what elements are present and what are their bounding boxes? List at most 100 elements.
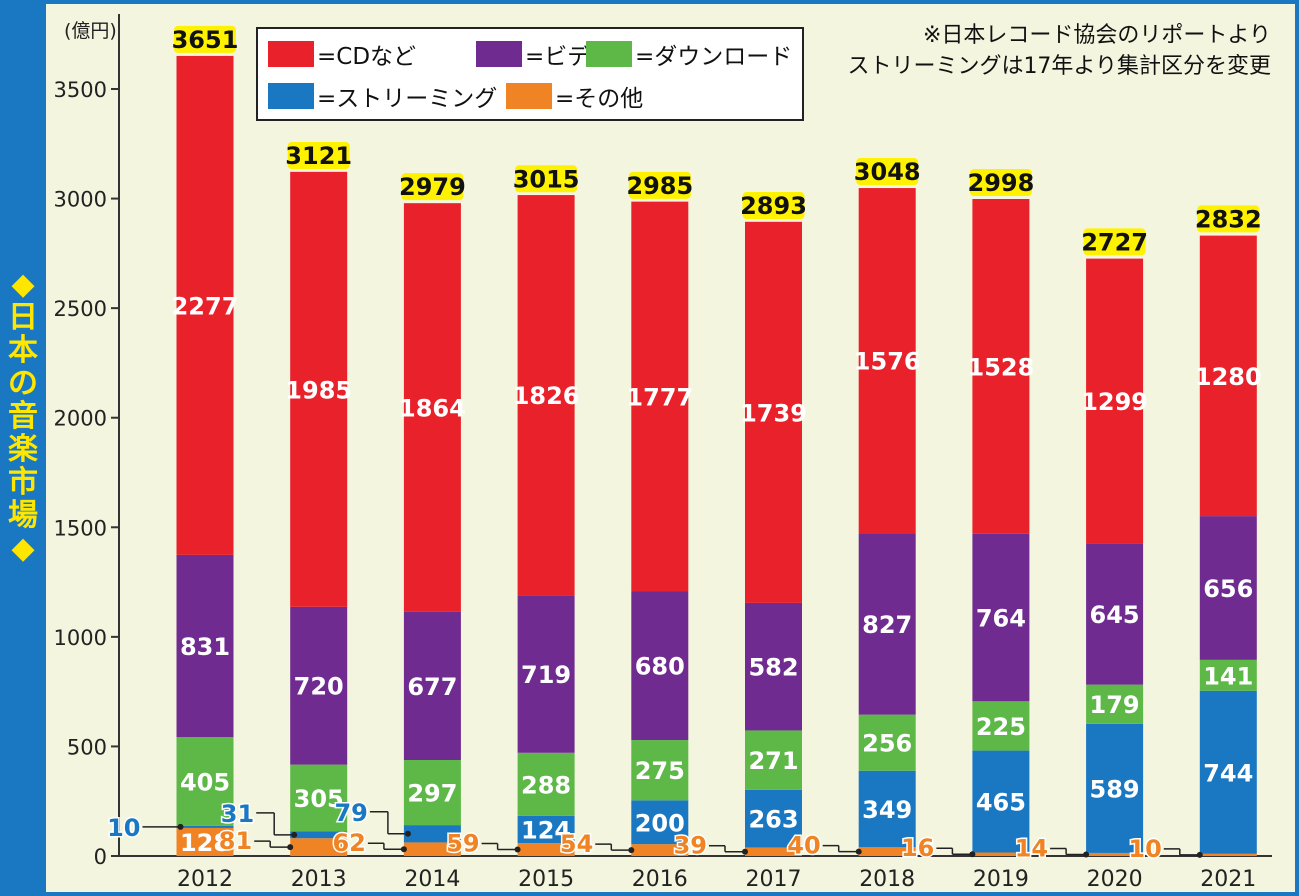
- total-label-bg: [287, 142, 350, 170]
- bar-value-label: 349: [862, 796, 912, 824]
- bar-value-label: 1864: [399, 394, 466, 422]
- bar-segment-other: [1086, 852, 1144, 856]
- other-value-label: 40: [787, 832, 820, 860]
- bar-value-label: 305: [294, 785, 344, 813]
- x-tick-label: 2012: [177, 867, 233, 892]
- leader-dot: [404, 830, 411, 837]
- total-label: 2893: [740, 192, 807, 220]
- bar-segment-cd: [403, 203, 461, 612]
- bar-segment-video: [972, 533, 1030, 702]
- bar-segment-video: [1199, 516, 1257, 660]
- bar-segment-other: [517, 843, 575, 856]
- bar-segment-other: [972, 852, 1030, 856]
- bar-value-label: 589: [1090, 775, 1140, 803]
- total-label-bg: [174, 25, 236, 53]
- leader-dot: [855, 848, 862, 855]
- total-label: 3048: [854, 158, 921, 186]
- bar-segment-video: [1086, 543, 1144, 685]
- legend-item-streaming: =ストリーミング: [268, 81, 497, 112]
- leader-dot: [1083, 851, 1090, 858]
- y-tick-label: 2000: [54, 407, 107, 431]
- bar-segment-cd: [745, 221, 802, 603]
- streaming-value-label: 31: [221, 800, 254, 828]
- y-tick-label: 500: [67, 735, 107, 759]
- bar-segment-other: [403, 842, 461, 856]
- bar-segment-streaming: [1086, 723, 1144, 853]
- bar-value-label: 124: [521, 816, 571, 844]
- legend-item-cd: =CDなど: [268, 39, 417, 70]
- bar-value-label: 271: [748, 747, 798, 775]
- bar-segment-download: [745, 730, 802, 790]
- bar-segment-download: [176, 737, 234, 826]
- legend-label-download: =ダウンロード: [635, 44, 793, 70]
- y-tick-label: 3000: [54, 188, 107, 212]
- bar-value-label: 288: [521, 771, 571, 799]
- bar-value-label: 1299: [1081, 388, 1148, 416]
- other-value-label: 16: [901, 834, 934, 862]
- bar-segment-cd: [972, 199, 1030, 534]
- x-tick-label: 2021: [1200, 867, 1256, 892]
- bar-value-label: 200: [635, 809, 685, 837]
- bar-value-label: 720: [294, 673, 344, 701]
- bar-segment-other: [290, 838, 348, 856]
- other-value-label: 54: [560, 830, 593, 858]
- bar-value-label: 827: [862, 611, 912, 639]
- legend-swatch-download: [586, 41, 632, 67]
- bar-value-label: 1985: [285, 376, 352, 404]
- leader-dot: [628, 847, 635, 854]
- bar-value-label: 1739: [740, 399, 807, 427]
- total-label: 3015: [513, 165, 580, 193]
- bar-value-label: 744: [1203, 759, 1253, 787]
- bar-segment-other: [745, 847, 802, 856]
- source-note-line-2: ストリーミングは17年より集計区分を変更: [847, 54, 1271, 79]
- bar-value-label: 1826: [513, 382, 580, 410]
- bar-segment-video: [858, 533, 916, 715]
- bar-segment-streaming: [1199, 690, 1257, 854]
- bar-segment-download: [1199, 659, 1257, 691]
- bar-value-label: 582: [748, 654, 798, 682]
- total-label-bg: [969, 169, 1032, 197]
- bar-segment-download: [403, 760, 461, 826]
- bar-segment-streaming: [745, 789, 802, 848]
- x-tick-label: 2016: [632, 867, 688, 892]
- leader-dot: [742, 848, 748, 855]
- bar-segment-video: [517, 595, 575, 753]
- bar-segment-download: [858, 714, 916, 771]
- bar-segment-cd: [517, 195, 575, 596]
- y-tick-label: 1500: [54, 516, 107, 540]
- leader-dot: [514, 846, 521, 853]
- total-label-bg: [515, 165, 578, 193]
- bar-value-label: 1777: [626, 383, 693, 411]
- total-label-bg: [628, 171, 691, 199]
- bar-value-label: 465: [976, 789, 1026, 817]
- bar-segment-download: [290, 764, 348, 832]
- bar-segment-cd: [631, 201, 689, 592]
- bar-segment-streaming: [972, 750, 1030, 853]
- source-note-line-1: ※日本レコード協会のリポートより: [923, 23, 1271, 48]
- x-tick-label: 2014: [404, 867, 460, 892]
- y-tick-label: 2500: [54, 297, 107, 321]
- y-axis-unit: (億円): [64, 20, 117, 42]
- total-label: 3121: [285, 142, 352, 170]
- bar-segment-download: [1086, 684, 1144, 724]
- total-label: 2832: [1195, 205, 1262, 233]
- bar-value-label: 225: [976, 713, 1026, 741]
- bar-value-label: 680: [635, 653, 685, 681]
- bar-segment-streaming: [176, 825, 234, 828]
- legend-label-cd: =CDなど: [317, 44, 417, 70]
- y-tick-label: 0: [94, 845, 107, 869]
- y-tick-label: 3500: [54, 78, 107, 102]
- bar-segment-download: [517, 752, 575, 816]
- total-label: 2727: [1081, 228, 1148, 256]
- bar-segment-cd: [1086, 258, 1144, 544]
- total-label: 3651: [172, 26, 239, 54]
- streaming-value-label: 10: [107, 814, 140, 842]
- bar-value-label: 764: [976, 605, 1026, 633]
- x-tick-label: 2017: [746, 867, 802, 892]
- side-banner: ◆日本の音楽市場◆: [0, 0, 46, 896]
- bar-value-label: 719: [521, 661, 571, 689]
- total-label-bg: [1197, 205, 1260, 233]
- bar-segment-streaming: [290, 831, 348, 839]
- legend-swatch-video: [476, 41, 522, 67]
- bar-value-label: 297: [407, 780, 457, 808]
